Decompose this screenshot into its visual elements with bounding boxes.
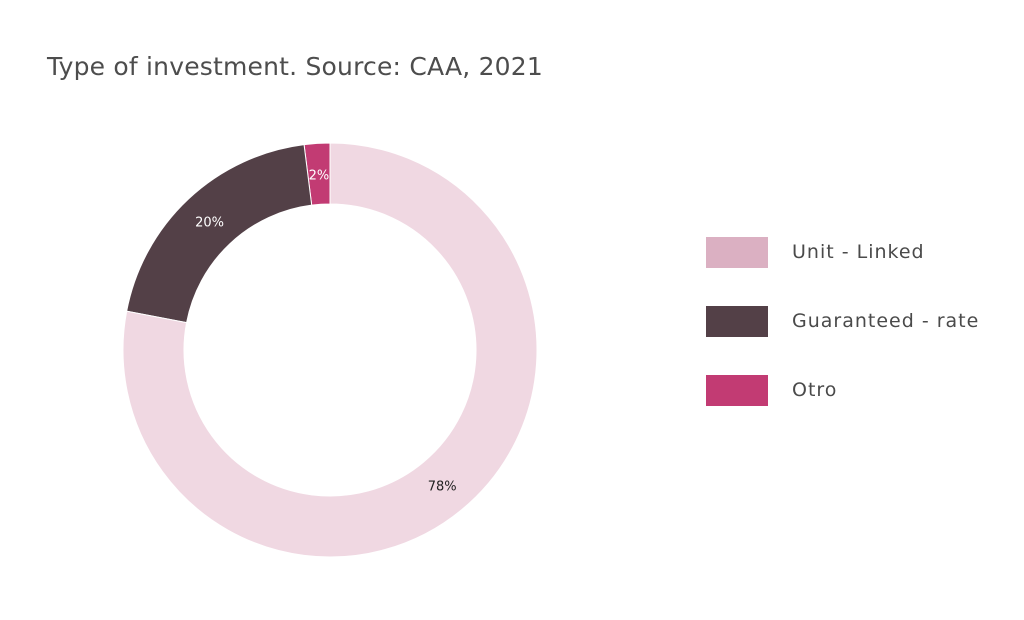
donut-chart: 2% 20% 78% [122,142,538,558]
legend-item-otro: Otro [706,370,979,410]
legend-label-guaranteed-rate: Guaranteed - rate [792,310,980,332]
chart-title: Type of investment. Source: CAA, 2021 [47,52,543,81]
slice-label-unit-linked: 78% [428,480,457,495]
legend-item-unit-linked: Unit - Linked [706,232,979,272]
slice-unit-linked [122,142,538,558]
legend-swatch-otro [706,374,768,406]
legend-label-otro: Otro [792,379,838,401]
slice-guaranteed-rate [126,144,313,324]
slice-label-otro: 2% [309,168,330,183]
legend-swatch-unit-linked [706,236,768,268]
slice-label-guaranteed-rate: 20% [195,216,224,231]
legend-label-unit-linked: Unit - Linked [792,241,925,263]
chart-legend: Unit - Linked Guaranteed - rate Otro [706,232,979,439]
legend-swatch-guaranteed-rate [706,305,768,337]
legend-item-guaranteed-rate: Guaranteed - rate [706,301,979,341]
